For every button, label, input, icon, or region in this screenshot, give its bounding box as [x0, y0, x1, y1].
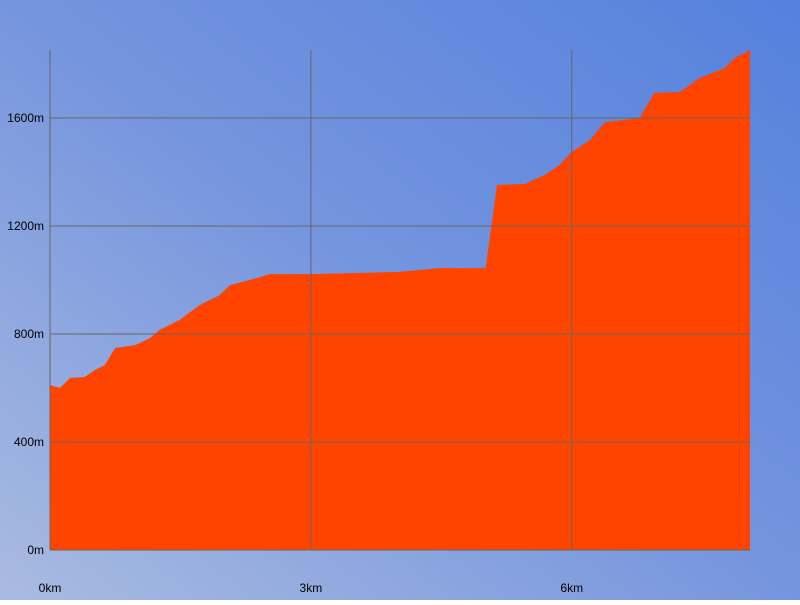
elevation-area — [50, 50, 750, 550]
y-tick-label: 1600m — [7, 111, 44, 125]
x-tick-label: 0km — [39, 581, 62, 595]
x-tick-label: 3km — [300, 581, 323, 595]
y-tick-label: 400m — [14, 435, 44, 449]
y-tick-label: 800m — [14, 327, 44, 341]
x-tick-label: 6km — [560, 581, 583, 595]
y-tick-label: 1200m — [7, 219, 44, 233]
y-tick-label: 0m — [27, 543, 44, 557]
